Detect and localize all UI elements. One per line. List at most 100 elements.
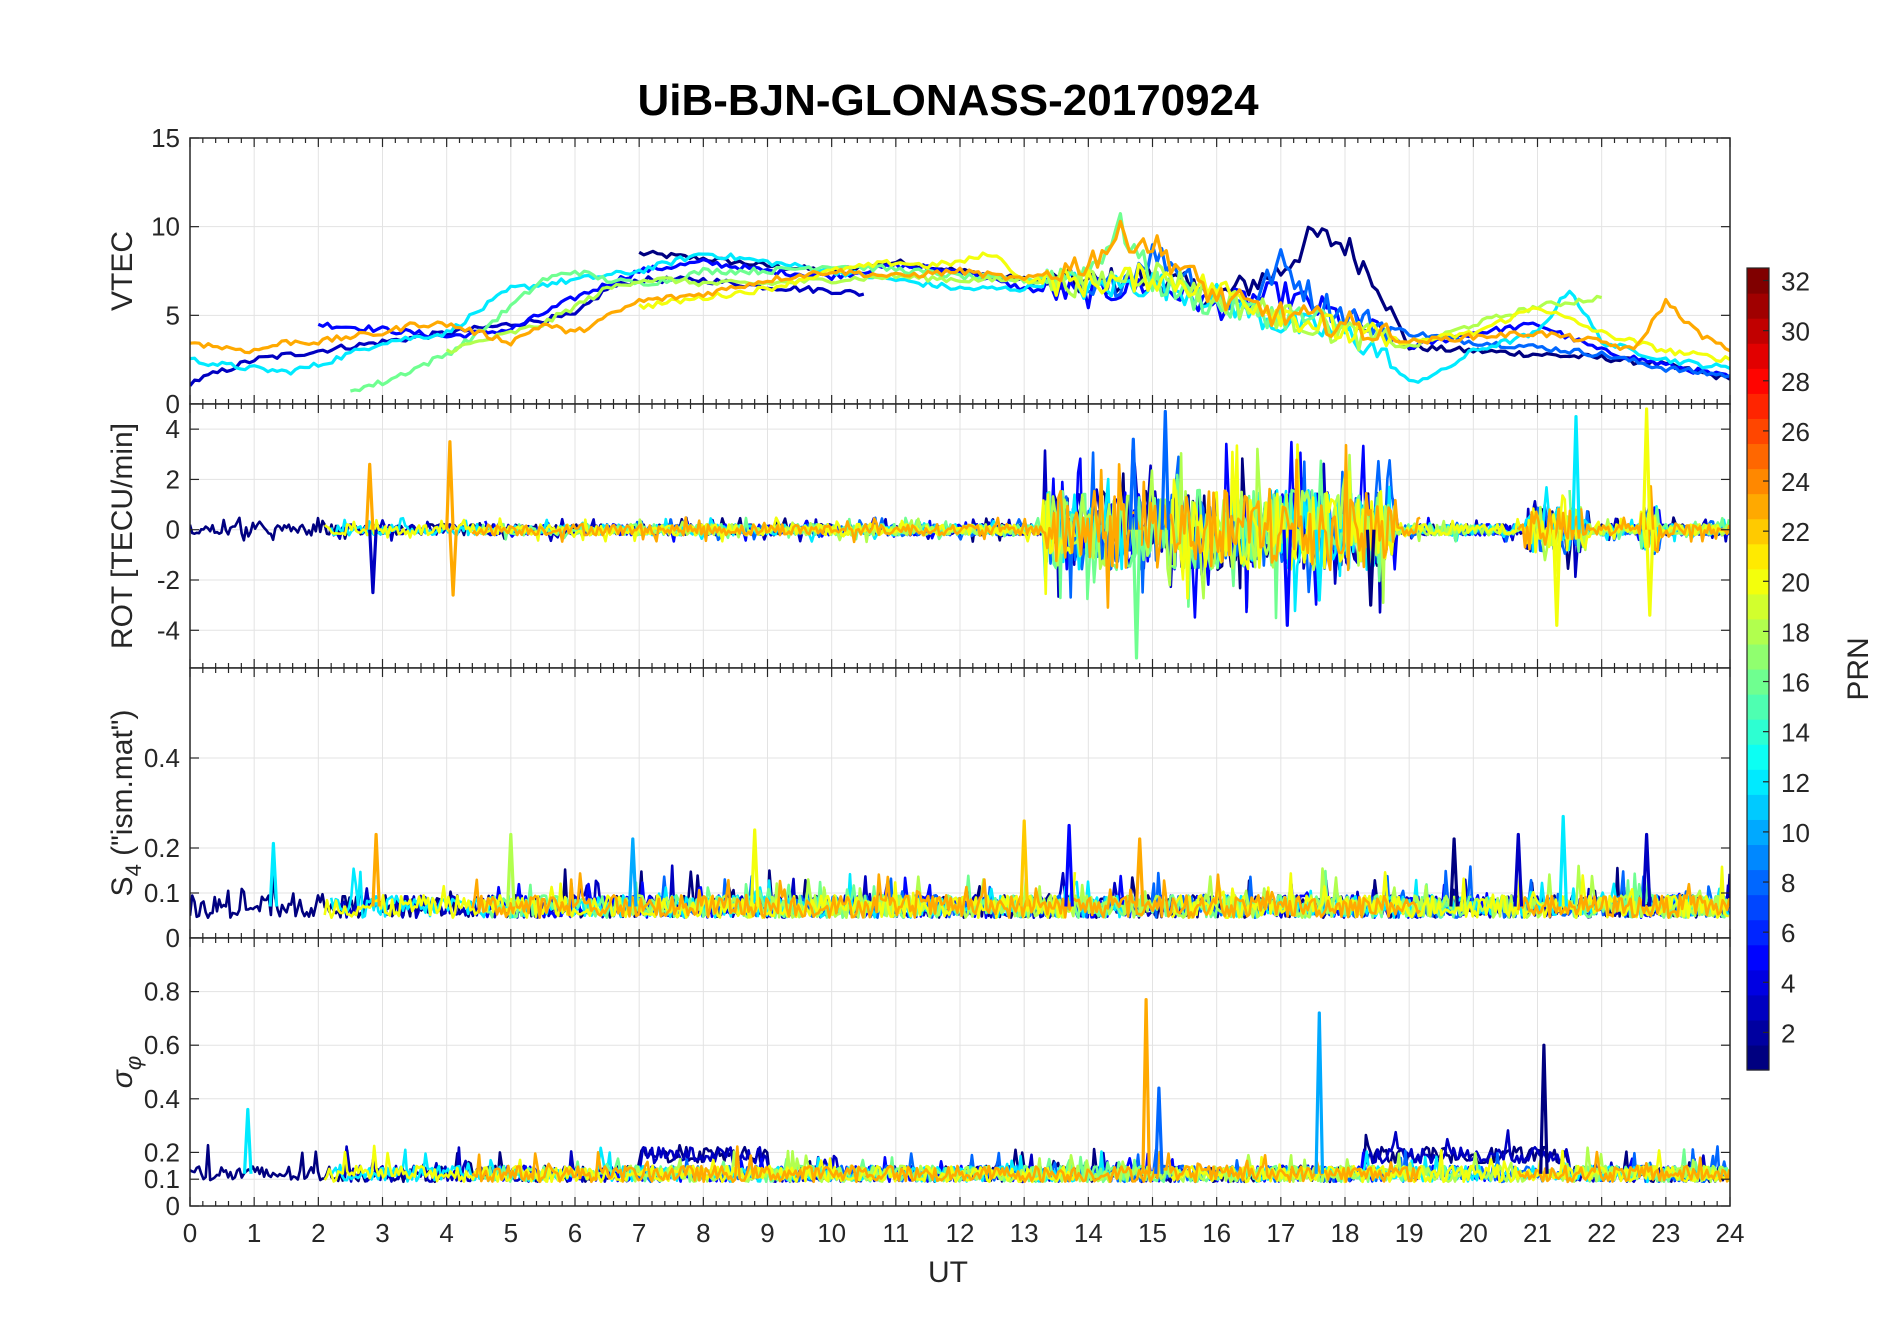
colorbar-step xyxy=(1747,919,1769,946)
y-axis-label: ROT [TECU/min] xyxy=(106,423,139,649)
s4-spike-prn-3 xyxy=(1513,832,1524,907)
y-axis-label-sub: 4 xyxy=(121,864,146,876)
colorbar-step xyxy=(1747,694,1769,720)
x-tick-label: 5 xyxy=(504,1218,518,1248)
y-axis-label: VTEC xyxy=(106,231,139,311)
y-tick-label: 0.1 xyxy=(144,1164,180,1194)
y-tick-label: 0.2 xyxy=(144,833,180,863)
x-tick-label: 22 xyxy=(1587,1218,1616,1248)
colorbar-step xyxy=(1747,593,1769,620)
vtec-series-prn-23 xyxy=(190,219,1730,355)
sigma_phi-spike-prn-12 xyxy=(242,1107,253,1174)
rot-spike-prn-20 xyxy=(1645,529,1655,617)
y-tick-label: 0.2 xyxy=(144,1137,180,1167)
rot-spike-prn-23 xyxy=(448,529,458,597)
y-tick-label: -4 xyxy=(157,615,180,645)
panel-s4: 00.10.20.4S4 ("ism.mat") xyxy=(106,667,1731,953)
panel-vtec: 0 5 10 15 VTEC xyxy=(106,123,1731,419)
rot-spike-prn-5 xyxy=(1282,529,1293,627)
colorbar-tick-label: 2 xyxy=(1781,1018,1795,1048)
x-tick-label: 12 xyxy=(946,1218,975,1248)
panel-rot: -4 -2 0 2 4 ROT [TECU/min] xyxy=(106,403,1731,669)
rot-spike-prn-1 xyxy=(1365,529,1376,607)
y-tick-label: 10 xyxy=(151,212,180,242)
colorbar-tick-label: 10 xyxy=(1781,818,1810,848)
rot-spike-prn-23 xyxy=(445,440,455,530)
sigma_phi-trace-prn-23 xyxy=(471,1145,1422,1184)
colorbar-step xyxy=(1747,618,1769,645)
colorbar-tick-label: 16 xyxy=(1781,668,1810,698)
panel-data xyxy=(190,814,1730,919)
s4-spike-prn-1 xyxy=(1449,837,1459,907)
rot-spike-prn-23 xyxy=(364,462,375,530)
colorbar-tick-label: 24 xyxy=(1781,467,1810,497)
colorbar-step xyxy=(1747,844,1769,871)
x-tick-label: 1 xyxy=(247,1218,261,1248)
x-tick-label: 7 xyxy=(632,1218,646,1248)
y-tick-label: 15 xyxy=(151,123,180,153)
colorbar-tick-label: 6 xyxy=(1781,918,1795,948)
y-tick-label: -2 xyxy=(157,565,180,595)
colorbar-step xyxy=(1747,944,1769,971)
rot-spike-prn-16 xyxy=(1131,529,1142,660)
rot-spike-prn-8 xyxy=(1128,437,1139,530)
colorbar-tick-label: 30 xyxy=(1781,317,1810,347)
s4-spike-prn-18 xyxy=(506,832,516,907)
s4-spike-prn-5 xyxy=(1064,823,1074,907)
sigma_phi-spike-prn-10 xyxy=(1314,1011,1325,1174)
rot-spike-prn-20 xyxy=(1551,529,1562,627)
x-tick-label: 0 xyxy=(183,1218,197,1248)
sigma_phi-spike-prn-8 xyxy=(1154,1086,1164,1174)
s4-spike-prn-3 xyxy=(1641,832,1652,907)
colorbar-step xyxy=(1747,744,1769,770)
colorbar-tick-label: 18 xyxy=(1781,617,1810,647)
rot-spike-prn-12 xyxy=(1314,529,1325,602)
s4-spike-prn-12 xyxy=(1558,814,1568,907)
sigma_phi-trace-prn-23 xyxy=(1517,1150,1730,1184)
colorbar-tick-label: 14 xyxy=(1781,718,1810,748)
panel-data xyxy=(190,212,1730,393)
s4-trace-prn-20 xyxy=(323,872,1077,919)
rot-spike-prn-3 xyxy=(368,529,378,595)
colorbar-tick-label: 26 xyxy=(1781,417,1810,447)
rot-spike-prn-20 xyxy=(1641,407,1652,530)
colorbar-step xyxy=(1747,1044,1769,1071)
x-tick-label: 24 xyxy=(1716,1218,1745,1248)
vtec-series-prn-12 xyxy=(190,252,1730,384)
colorbar-step xyxy=(1747,643,1769,670)
y-tick-label: 0 xyxy=(166,389,180,419)
colorbar-step xyxy=(1747,268,1769,294)
colorbar-step xyxy=(1747,819,1769,846)
colorbar-frame xyxy=(1746,267,1770,1071)
x-tick-label: 23 xyxy=(1651,1218,1680,1248)
colorbar-tick-label: 12 xyxy=(1781,768,1810,798)
colorbar-step xyxy=(1747,969,1769,996)
colorbar-step xyxy=(1747,368,1769,394)
x-tick-label: 14 xyxy=(1074,1218,1103,1248)
colorbar-step xyxy=(1747,343,1769,369)
s4-spike-prn-23 xyxy=(371,832,381,907)
x-tick-label: 21 xyxy=(1523,1218,1552,1248)
colorbar-step xyxy=(1747,869,1769,896)
rot-trace-prn-23 xyxy=(471,443,1421,609)
colorbar-step xyxy=(1747,468,1769,495)
colorbar-tick-label: 32 xyxy=(1781,267,1810,297)
colorbar-step xyxy=(1747,493,1769,520)
s4-spike-prn-10 xyxy=(627,837,638,907)
y-tick-label: 2 xyxy=(166,464,180,494)
colorbar-step xyxy=(1747,443,1769,470)
y-tick-label: 4 xyxy=(166,414,180,444)
sigma_phi-spike-prn-1 xyxy=(1539,1043,1549,1174)
y-axis-label-sub: φ xyxy=(121,1056,146,1070)
colorbar-step xyxy=(1747,318,1769,344)
x-tick-label: 9 xyxy=(760,1218,774,1248)
s4-spike-prn-12 xyxy=(268,841,279,907)
colorbar-step xyxy=(1747,719,1769,745)
x-tick-label: 3 xyxy=(375,1218,389,1248)
y-tick-label: 0.6 xyxy=(144,1030,180,1060)
rot-spike-prn-12 xyxy=(1571,415,1581,530)
y-axis-label: S4 ("ism.mat") xyxy=(106,710,146,897)
